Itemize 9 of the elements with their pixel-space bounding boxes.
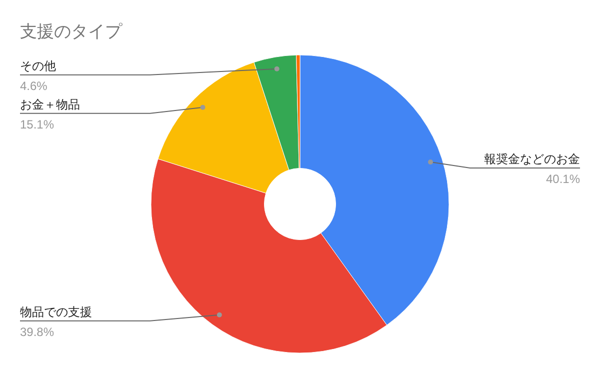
data-label: 4.6% [20,78,48,93]
data-label: 40.1% [546,172,580,186]
slice-label: 物品での支援 [20,304,92,319]
data-label: 39.8% [20,324,54,339]
data-label: 15.1% [20,117,54,132]
slice-label: お金＋物品 [20,97,80,112]
chart-title: 支援のタイプ [20,22,123,41]
slice-label: 報奨金などのお金 [484,152,580,166]
slice-label: その他 [20,58,56,73]
